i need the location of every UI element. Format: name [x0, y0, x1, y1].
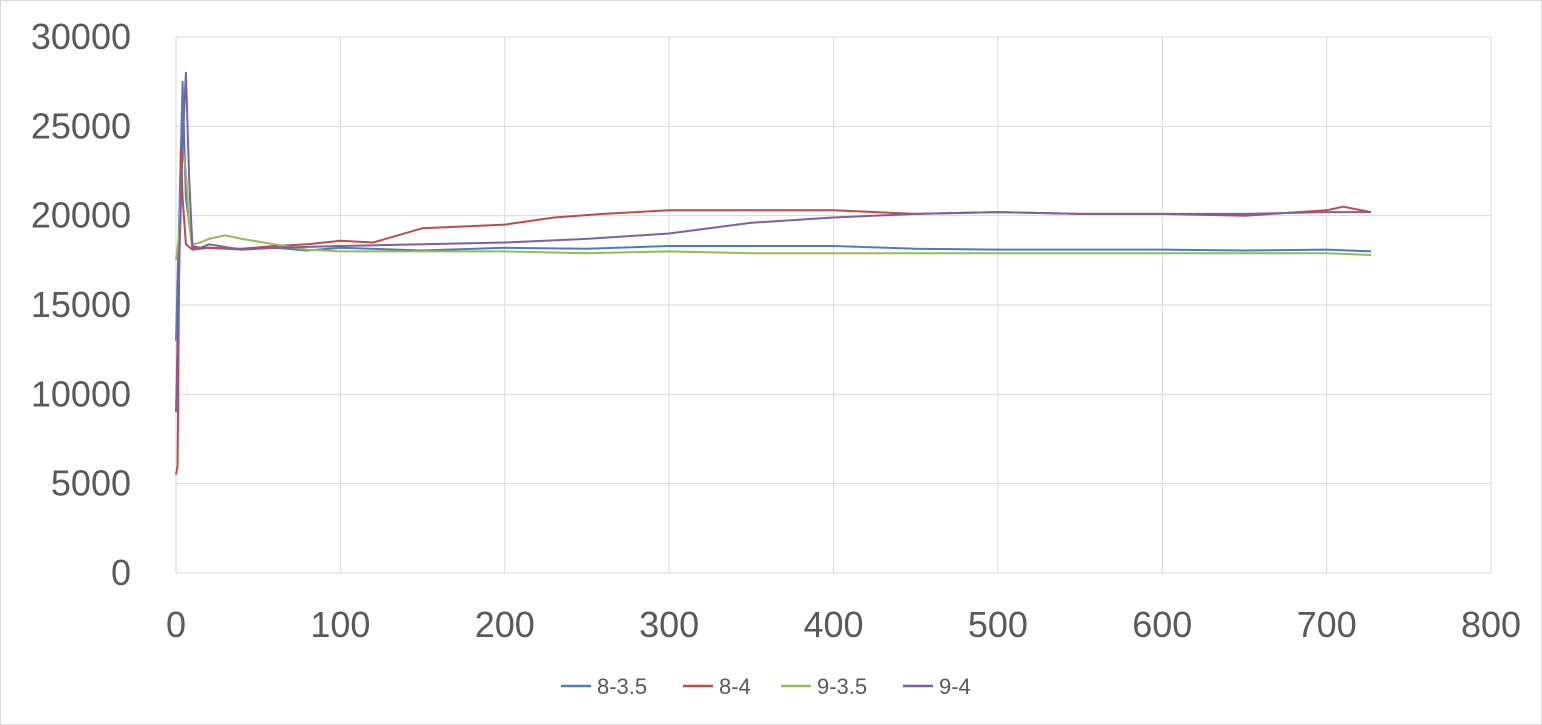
y-tick-label: 25000: [31, 105, 131, 146]
x-tick-label: 400: [803, 604, 863, 645]
x-tick-label: 200: [475, 604, 535, 645]
y-tick-label: 10000: [31, 373, 131, 414]
x-tick-label: 600: [1132, 604, 1192, 645]
y-tick-label: 30000: [31, 16, 131, 57]
x-tick-label: 300: [639, 604, 699, 645]
y-tick-label: 0: [111, 552, 131, 593]
legend-label: 9-4: [939, 674, 971, 699]
y-tick-label: 20000: [31, 195, 131, 236]
y-tick-label: 15000: [31, 284, 131, 325]
legend-label: 8-3.5: [597, 674, 647, 699]
x-tick-label: 700: [1297, 604, 1357, 645]
y-tick-label: 5000: [51, 463, 131, 504]
x-tick-label: 800: [1461, 604, 1521, 645]
legend-label: 8-4: [719, 674, 751, 699]
series-line-8-4: [175, 146, 1372, 475]
x-tick-label: 0: [166, 604, 186, 645]
series-line-9-4: [175, 71, 1371, 413]
x-tick-label: 100: [310, 604, 370, 645]
legend-label: 9-3.5: [817, 674, 867, 699]
x-tick-label: 500: [968, 604, 1028, 645]
series-line-9-3.5: [175, 146, 1372, 261]
